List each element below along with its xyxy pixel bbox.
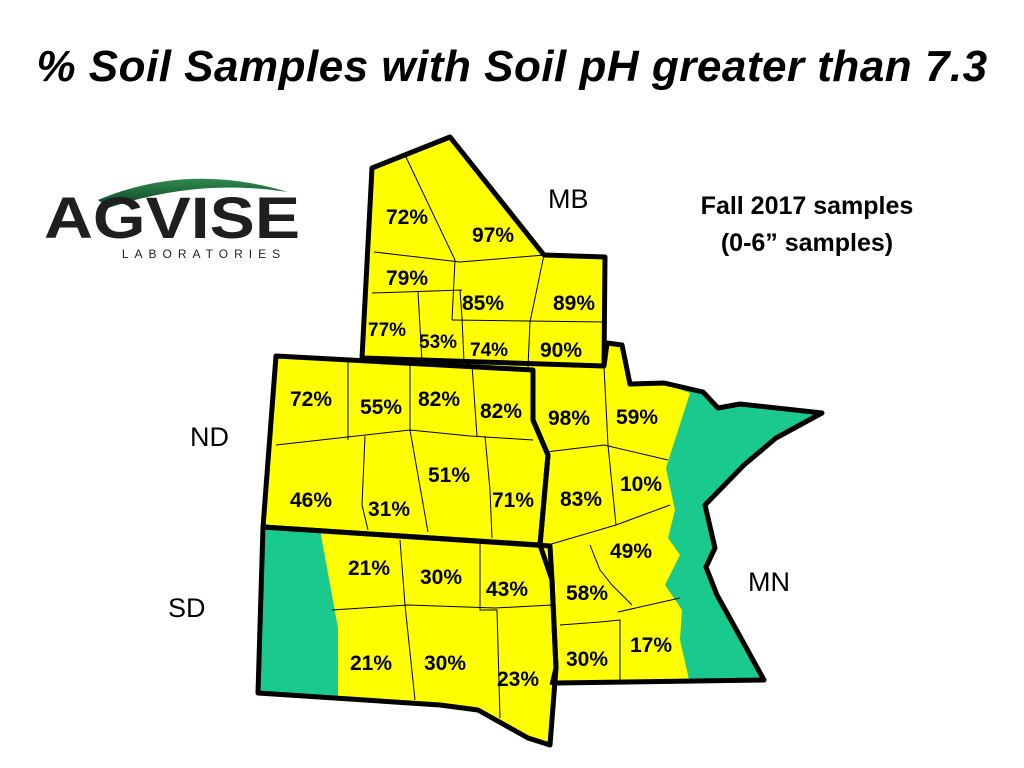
county-value: 90%: [540, 339, 582, 362]
county-value: 83%: [560, 488, 602, 511]
county-value: 17%: [630, 634, 672, 657]
logo-subtitle: LABORATORIES: [122, 247, 286, 261]
county-value: 97%: [472, 224, 514, 247]
county-value: 23%: [497, 668, 539, 691]
sample-season: Fall 2017 samples: [700, 192, 914, 220]
page-title: % Soil Samples with Soil pH greater than…: [36, 42, 988, 91]
mb-region-shape: [362, 137, 605, 370]
county-value: 71%: [492, 489, 534, 512]
county-value: 53%: [419, 332, 457, 353]
nd-state-shape: [263, 356, 548, 545]
mn-yellow-area: [533, 343, 690, 684]
county-value: 21%: [350, 652, 392, 675]
county-value: 30%: [420, 566, 462, 589]
county-value: 82%: [480, 400, 522, 423]
logo-swoosh-icon: [98, 178, 288, 208]
county-value: 72%: [386, 206, 428, 229]
region-label-nd: ND: [190, 422, 229, 452]
county-value: 58%: [566, 582, 608, 605]
county-value: 85%: [462, 292, 504, 315]
state-borders: [255, 134, 825, 748]
county-value: 98%: [548, 407, 590, 430]
county-value: 79%: [386, 267, 428, 290]
region-label-mn: MN: [748, 567, 790, 597]
county-value: 55%: [360, 396, 402, 419]
region-label-sd: SD: [168, 593, 206, 623]
county-value: 46%: [290, 489, 332, 512]
sample-info: Fall 2017 samples (0-6” samples): [672, 188, 942, 262]
agvise-logo: AGVISE LABORATORIES: [44, 178, 300, 261]
region-label-mb: MB: [548, 184, 589, 214]
county-value: 21%: [348, 557, 390, 580]
logo-wordmark: AGVISE: [44, 186, 300, 251]
county-value: 82%: [418, 388, 460, 411]
county-value: 49%: [610, 540, 652, 563]
county-value: 30%: [424, 652, 466, 675]
county-value: 31%: [368, 498, 410, 521]
county-value: 74%: [470, 340, 508, 361]
county-value: 77%: [368, 320, 406, 341]
county-value: 51%: [428, 464, 470, 487]
county-value: 72%: [290, 388, 332, 411]
county-value: 10%: [620, 473, 662, 496]
county-value: 89%: [553, 292, 595, 315]
county-value: 30%: [566, 648, 608, 671]
sample-depth: (0-6” samples): [720, 229, 894, 257]
county-value: 59%: [616, 406, 658, 429]
county-value: 43%: [486, 578, 528, 601]
county-lines: [275, 154, 681, 719]
sd-yellow-area: [320, 530, 556, 745]
